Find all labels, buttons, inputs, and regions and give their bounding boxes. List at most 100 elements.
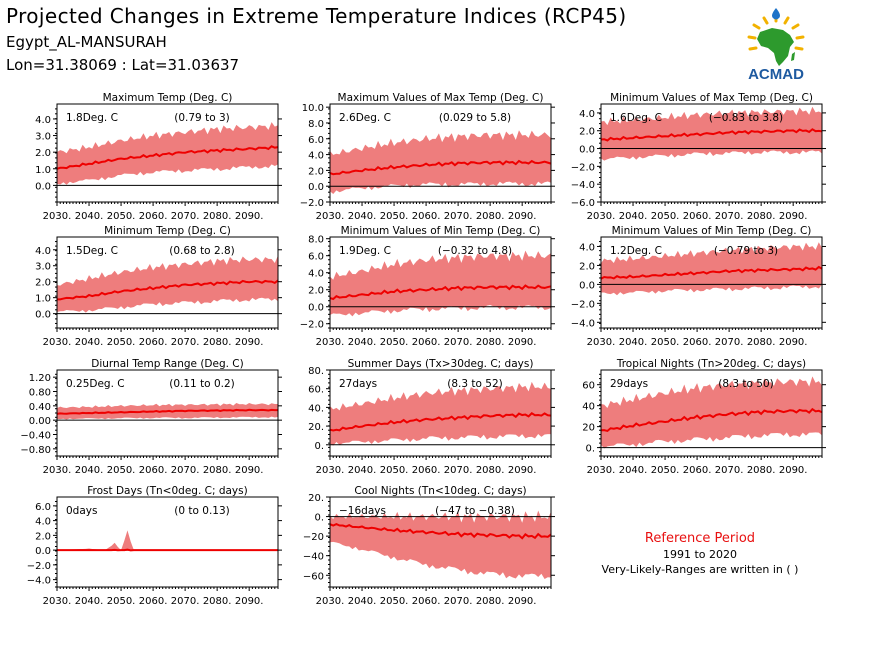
x-tick-label: 2060.: [683, 337, 712, 348]
y-tick-label: −0.40: [20, 431, 51, 442]
x-tick-label: 2080.: [747, 337, 776, 348]
y-tick-label: 4.0: [35, 517, 51, 528]
panel-summary: −16days: [339, 505, 386, 517]
panel-title: Summer Days (Tx>30deg. C; days): [348, 358, 534, 370]
y-tick-label: −2.0: [300, 320, 324, 331]
median-line: [56, 548, 278, 552]
y-tick-label: 1.0: [35, 165, 51, 176]
panel-title: Minimum Values of Min Temp (Deg. C): [612, 225, 812, 237]
panel-title: Maximum Values of Max Temp (Deg. C): [338, 92, 544, 104]
x-tick-label: 2080.: [476, 465, 505, 476]
very-likely-range-band: [601, 376, 822, 449]
chart-panel-1: 0.0 1.0 2.0 3.0 4.0 2030. 2040. 2050. 2060. 2070.…: [35, 92, 282, 222]
x-tick-label: 2050.: [380, 596, 409, 607]
x-tick-label: 2030.: [587, 465, 616, 476]
y-tick-label: 8.0: [308, 119, 324, 130]
y-tick-label: 6.0: [35, 502, 51, 513]
very-likely-range-band: [330, 510, 551, 579]
x-tick-label: 2030.: [587, 337, 616, 348]
y-tick-label: 8.0: [308, 235, 324, 246]
y-tick-label: 0.0: [308, 303, 324, 314]
very-likely-range-band: [330, 130, 551, 195]
y-tick-label: 1.0: [35, 294, 51, 305]
x-tick-label: 2040.: [75, 596, 104, 607]
panel-title: Minimum Values of Max Temp (Deg. C): [610, 92, 813, 104]
x-tick-label: 2040.: [619, 211, 648, 222]
y-tick-label: −2.0: [571, 299, 595, 310]
x-tick-label: 2030.: [43, 337, 72, 348]
x-tick-label: 2070.: [715, 211, 744, 222]
x-tick-label: 2030.: [587, 211, 616, 222]
x-tick-label: 2080.: [476, 596, 505, 607]
x-tick-label: 2070.: [171, 211, 200, 222]
y-tick-label: 0.0: [579, 280, 595, 291]
water-drop-icon: [772, 8, 780, 20]
very-likely-range-band: [601, 242, 822, 296]
chart-title: Projected Changes in Extreme Temperature…: [6, 4, 627, 28]
x-tick-label: 2040.: [619, 337, 648, 348]
y-tick-label: 6.0: [308, 135, 324, 146]
panel-title: Minimum Values of Min Temp (Deg. C): [341, 225, 541, 237]
median-line: [56, 145, 279, 170]
panel-range: (8.3 to 50): [718, 378, 773, 390]
y-tick-label: 0.: [314, 441, 324, 452]
panel-summary: 0.25Deg. C: [66, 378, 125, 390]
x-tick-label: 2030.: [43, 211, 72, 222]
y-tick-label: 2.0: [308, 166, 324, 177]
x-tick-label: 2060.: [683, 211, 712, 222]
x-tick-label: 2030.: [316, 211, 345, 222]
panel-title: Diurnal Temp Range (Deg. C): [91, 358, 243, 370]
panel-summary: 1.8Deg. C: [66, 112, 118, 124]
chart-panel-7: 1.20 0.80 0.40 0.00 −0.40 −0.80 2030. 2040. 2050…: [20, 358, 282, 476]
y-tick-label: 6.0: [308, 252, 324, 263]
y-tick-label: 4.0: [579, 109, 595, 120]
reference-period-title: Reference Period: [644, 531, 756, 546]
x-tick-label: 2050.: [380, 337, 409, 348]
madagascar-icon: [791, 52, 795, 61]
panel-range: (0.11 to 0.2): [169, 378, 235, 390]
y-tick-label: 0.0: [35, 546, 51, 557]
x-tick-label: 2040.: [348, 596, 377, 607]
x-tick-label: 2060.: [412, 337, 441, 348]
x-tick-label: 2090.: [508, 337, 537, 348]
y-tick-label: 4.0: [308, 151, 324, 162]
median-line: [329, 522, 552, 540]
x-tick-label: 2060.: [683, 465, 712, 476]
y-tick-label: 2.0: [35, 531, 51, 542]
panel-title: Frost Days (Tn<0deg. C; days): [87, 485, 247, 497]
chart-panel-8: 80.60.40.20.0.2030. 2040. 2050. 2060. 2070. 2…: [308, 358, 555, 476]
y-tick-label: −2.0: [571, 162, 595, 173]
x-tick-label: 2030.: [316, 596, 345, 607]
x-tick-label: 2070.: [171, 465, 200, 476]
x-tick-label: 2050.: [107, 211, 136, 222]
panel-title: Tropical Nights (Tn>20deg. C; days): [616, 358, 806, 370]
panel-range: (−0.79 to 3): [714, 245, 778, 257]
x-tick-label: 2060.: [412, 211, 441, 222]
y-tick-label: −2.0: [27, 561, 51, 572]
y-tick-label: 0.00: [29, 416, 51, 427]
panel-range: (−0.83 to 3.8): [709, 112, 783, 124]
panel-title: Maximum Temp (Deg. C): [103, 92, 233, 104]
x-tick-label: 2090.: [508, 465, 537, 476]
x-tick-label: 2080.: [476, 211, 505, 222]
y-tick-label: 3.0: [35, 132, 51, 143]
reference-period-years: 1991 to 2020: [662, 548, 738, 561]
x-tick-label: 2080.: [476, 337, 505, 348]
y-tick-label: 4.0: [35, 246, 51, 257]
y-tick-label: 2.0: [579, 127, 595, 138]
panel-range: (0.79 to 3): [174, 112, 229, 124]
x-tick-label: 2080.: [203, 465, 232, 476]
y-tick-label: 0.: [314, 513, 324, 524]
chart-panel-9: 60 40 20 0. 2030. 2040. 2050. 2060. 2070. 2080. 20…: [582, 358, 826, 476]
y-tick-label: −4.0: [27, 576, 51, 587]
y-tick-label: 20.: [308, 422, 324, 433]
panel-summary: 1.6Deg. C: [610, 112, 662, 124]
panel-summary: 1.2Deg. C: [610, 245, 662, 257]
y-tick-label: 2.0: [579, 261, 595, 272]
x-tick-label: 2050.: [107, 465, 136, 476]
africa-continent-icon: [757, 28, 794, 66]
panel-range: (0.68 to 2.8): [169, 245, 235, 257]
x-tick-label: 2060.: [412, 465, 441, 476]
x-tick-label: 2080.: [747, 211, 776, 222]
panel-summary: 0days: [66, 505, 97, 517]
